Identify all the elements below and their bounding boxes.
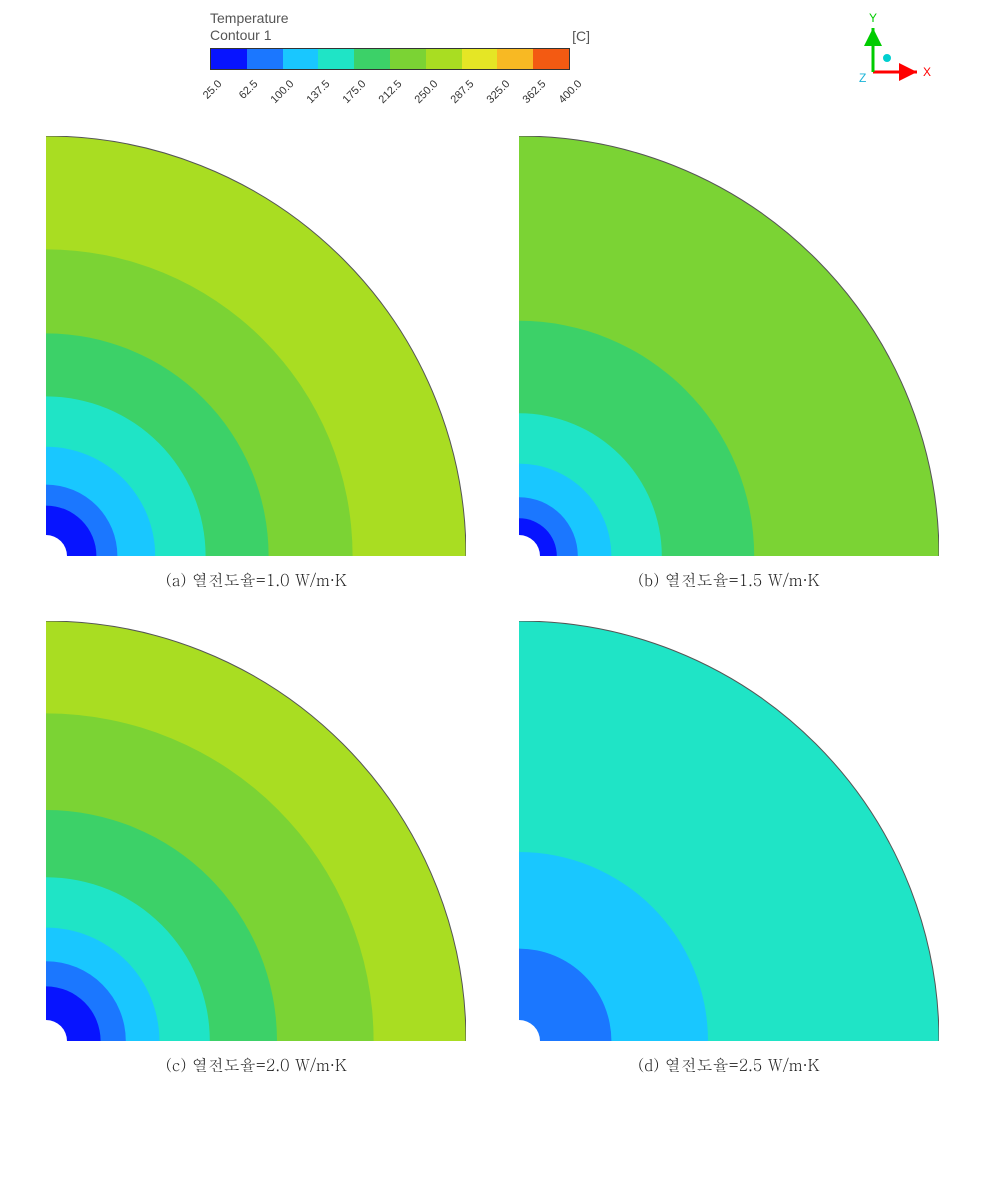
svg-text:X: X bbox=[923, 65, 931, 79]
colorbar-segment bbox=[283, 49, 319, 69]
colorbar-tick: 287.5 bbox=[440, 78, 477, 115]
colorbar-segment bbox=[211, 49, 247, 69]
legend-title: Temperature Contour 1 bbox=[210, 10, 289, 44]
colorbar-tick: 400.0 bbox=[548, 78, 585, 115]
contour-plot bbox=[46, 621, 466, 1041]
contour-plot bbox=[519, 621, 939, 1041]
colorbar-segment bbox=[462, 49, 498, 69]
colorbar-tick: 175.0 bbox=[332, 78, 369, 115]
legend-title-line2: Contour 1 bbox=[210, 27, 271, 43]
colorbar-segment bbox=[318, 49, 354, 69]
panel-caption: (c) 열전도율=2.0 W/m·K bbox=[166, 1053, 347, 1076]
svg-text:Y: Y bbox=[869, 11, 877, 25]
legend: Temperature Contour 1 [C] 25.062.5100.01… bbox=[210, 10, 590, 106]
legend-title-line1: Temperature bbox=[210, 10, 289, 26]
colorbar-segment bbox=[247, 49, 283, 69]
colorbar-segment bbox=[533, 49, 569, 69]
colorbar-segment bbox=[390, 49, 426, 69]
contour-plot bbox=[46, 136, 466, 556]
colorbar-tick: 212.5 bbox=[368, 78, 405, 115]
header: Temperature Contour 1 [C] 25.062.5100.01… bbox=[10, 10, 975, 126]
legend-unit: [C] bbox=[572, 28, 590, 44]
contour-plot bbox=[519, 136, 939, 556]
colorbar-segment bbox=[426, 49, 462, 69]
panel-caption: (a) 열전도율=1.0 W/m·K bbox=[166, 568, 347, 591]
axis-triad: X Y Z bbox=[855, 10, 935, 90]
colorbar-tick: 100.0 bbox=[260, 78, 297, 115]
legend-title-row: Temperature Contour 1 [C] bbox=[210, 10, 590, 44]
colorbar-tick: 25.0 bbox=[188, 78, 225, 115]
colorbar-segment bbox=[497, 49, 533, 69]
panel-c: (c) 열전도율=2.0 W/m·K bbox=[40, 621, 473, 1076]
colorbar-ticks: 25.062.5100.0137.5175.0212.5250.0287.532… bbox=[210, 76, 570, 106]
panel-a: (a) 열전도율=1.0 W/m·K bbox=[40, 136, 473, 591]
panel-grid: (a) 열전도율=1.0 W/m·K (b) 열전도율=1.5 W/m·K (c) … bbox=[10, 126, 975, 1086]
colorbar-tick: 62.5 bbox=[224, 78, 261, 115]
panel-caption: (b) 열전도율=1.5 W/m·K bbox=[638, 568, 820, 591]
colorbar-tick: 362.5 bbox=[512, 78, 549, 115]
panel-d: (d) 열전도율=2.5 W/m·K bbox=[513, 621, 946, 1076]
panel-caption: (d) 열전도율=2.5 W/m·K bbox=[638, 1053, 820, 1076]
colorbar-tick: 137.5 bbox=[296, 78, 333, 115]
colorbar-tick: 325.0 bbox=[476, 78, 513, 115]
panel-b: (b) 열전도율=1.5 W/m·K bbox=[513, 136, 946, 591]
colorbar bbox=[210, 48, 570, 70]
colorbar-segment bbox=[354, 49, 390, 69]
svg-text:Z: Z bbox=[859, 71, 866, 85]
colorbar-tick: 250.0 bbox=[404, 78, 441, 115]
